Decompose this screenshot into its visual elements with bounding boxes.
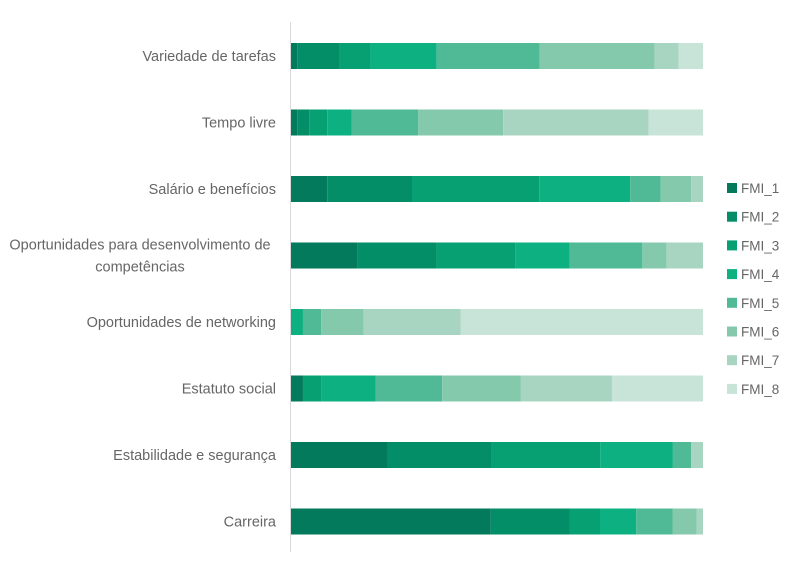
bar-segment-fmi-5: [630, 176, 661, 202]
legend-label: FMI_8: [741, 382, 779, 397]
bar-segment-fmi-4: [600, 442, 673, 468]
bar-segment-fmi-4: [327, 109, 352, 136]
legend-label: FMI_5: [741, 296, 779, 311]
bar-segment-fmi-5: [672, 442, 692, 468]
bar-segment-fmi-7: [666, 242, 703, 269]
bar-segment-fmi-4: [600, 508, 637, 535]
category-label: Salário e benefícios: [149, 182, 276, 198]
bar-segment-fmi-8: [611, 375, 703, 402]
category-label: Estabilidade e segurança: [113, 448, 277, 464]
legend-label: FMI_4: [741, 267, 780, 282]
category-label: Tempo livre: [202, 116, 276, 132]
legend-swatch: [727, 383, 737, 394]
bar-segment-fmi-6: [418, 109, 504, 136]
bar-segment-fmi-8: [648, 109, 703, 136]
legend-label: FMI_3: [741, 238, 779, 253]
legend-label: FMI_6: [741, 325, 779, 340]
category-label: Carreira: [224, 515, 277, 531]
bar-segment-fmi-7: [691, 176, 703, 202]
bar-segment-fmi-3: [569, 508, 600, 535]
bar-segment-fmi-2: [327, 176, 413, 202]
bar-segment-fmi-3: [436, 242, 516, 269]
bar-segment-fmi-1: [291, 109, 298, 136]
bar-segment-fmi-6: [442, 375, 521, 402]
legend-swatch: [727, 326, 737, 337]
bar-segment-fmi-2: [490, 508, 570, 535]
bar-segment-fmi-7: [691, 442, 703, 468]
bar-segment-fmi-2: [387, 442, 492, 468]
bar-segment-fmi-4: [515, 242, 570, 269]
bar-segment-fmi-8: [678, 43, 703, 69]
legend-label: FMI_2: [741, 210, 779, 225]
legend-swatch: [727, 211, 737, 222]
bar-segment-fmi-6: [321, 309, 364, 335]
bar-segment-fmi-7: [520, 375, 612, 402]
bar-segment-fmi-5: [436, 43, 540, 69]
legend-label: FMI_1: [741, 181, 779, 196]
legend-swatch: [727, 183, 737, 193]
bar-segment-fmi-2: [357, 242, 437, 269]
bar-segment-fmi-6: [660, 176, 692, 202]
bar-segment-fmi-1: [291, 176, 328, 202]
bar-segment-fmi-4: [321, 375, 376, 402]
bar-segment-fmi-7: [654, 43, 679, 69]
bars-layer: [291, 43, 703, 535]
legend-swatch: [727, 269, 737, 280]
bar-segment-fmi-1: [291, 43, 298, 69]
bar-segment-fmi-4: [291, 309, 303, 335]
legend-swatch: [727, 297, 737, 308]
bar-segment-fmi-4: [370, 43, 437, 69]
bar-segment-fmi-6: [672, 508, 697, 535]
bar-segment-fmi-6: [642, 242, 667, 269]
bar-segment-fmi-3: [309, 109, 328, 136]
legend-swatch: [727, 355, 737, 366]
bar-segment-fmi-7: [363, 309, 461, 335]
bar-segment-fmi-8: [460, 309, 703, 335]
bar-segment-fmi-5: [302, 309, 322, 335]
bar-segment-fmi-3: [412, 176, 540, 202]
bar-segment-fmi-1: [291, 375, 303, 402]
bar-segment-fmi-2: [297, 43, 340, 69]
bar-segment-fmi-7: [696, 508, 703, 535]
bar-segment-fmi-2: [297, 109, 310, 136]
legend: FMI_1 FMI_2 FMI_3 FMI_4 FMI_5 FMI_6 FMI_7 FMI_8: [727, 181, 780, 397]
bar-segment-fmi-1: [291, 508, 491, 535]
category-label: Oportunidades de networking: [87, 315, 276, 331]
bar-segment-fmi-6: [539, 43, 655, 69]
legend-label: FMI_7: [741, 353, 779, 368]
bar-segment-fmi-3: [491, 442, 601, 468]
bar-segment-fmi-3: [302, 375, 322, 402]
bar-segment-fmi-5: [375, 375, 443, 402]
bar-segment-fmi-1: [291, 242, 358, 269]
category-labels: Variedade de tarefas Tempo livre Salário e…: [9, 49, 277, 531]
bar-segment-fmi-7: [503, 109, 649, 136]
bar-segment-fmi-4: [539, 176, 631, 202]
bar-segment-fmi-5: [636, 508, 673, 535]
bar-segment-fmi-1: [291, 442, 388, 468]
category-label: Oportunidades para desenvolvimento de com…: [9, 238, 270, 276]
bar-segment-fmi-5: [351, 109, 419, 136]
bar-segment-fmi-3: [339, 43, 371, 69]
legend-swatch: [727, 240, 737, 251]
category-label: Estatuto social: [182, 382, 276, 398]
category-label: Variedade de tarefas: [142, 49, 276, 65]
bar-segment-fmi-5: [569, 242, 643, 269]
